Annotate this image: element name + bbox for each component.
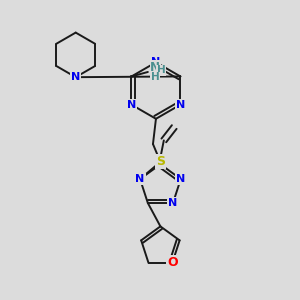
Text: N: N (168, 198, 178, 208)
Text: N: N (151, 57, 160, 67)
Text: N: N (127, 100, 136, 110)
Text: N: N (71, 72, 80, 82)
Text: H: H (157, 65, 166, 76)
Text: N: N (150, 61, 160, 74)
Text: N: N (176, 174, 185, 184)
Text: S: S (156, 155, 165, 168)
Text: O: O (167, 256, 178, 269)
Text: N: N (176, 100, 185, 110)
Text: H: H (151, 72, 160, 82)
Text: N: N (135, 174, 145, 184)
